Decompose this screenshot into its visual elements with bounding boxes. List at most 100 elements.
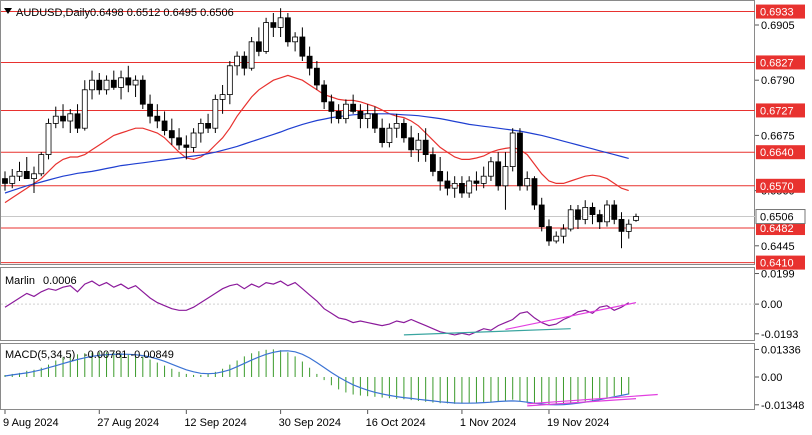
candle-body[interactable]	[342, 103, 349, 119]
candle-body[interactable]	[197, 123, 204, 134]
candle-body[interactable]	[422, 139, 429, 155]
candle-body[interactable]	[31, 173, 37, 180]
candle-body[interactable]	[190, 132, 197, 148]
candle-body[interactable]	[437, 170, 444, 182]
candle-body[interactable]	[313, 67, 320, 86]
candle-body[interactable]	[357, 111, 364, 120]
candle-body[interactable]	[306, 55, 313, 69]
candle-body[interactable]	[589, 206, 596, 215]
candle-body[interactable]	[531, 178, 538, 206]
candle-body[interactable]	[9, 175, 16, 184]
candle-body[interactable]	[60, 115, 66, 122]
candle-body[interactable]	[168, 130, 175, 139]
candle-body[interactable]	[270, 22, 277, 28]
x-tick-label: 12 Sep 2024	[184, 417, 246, 429]
candle-body[interactable]	[401, 123, 407, 139]
candle-body[interactable]	[154, 115, 161, 122]
candle-body[interactable]	[219, 94, 226, 100]
candle-body[interactable]	[299, 36, 306, 57]
candle-body[interactable]	[633, 216, 639, 221]
candle-body[interactable]	[67, 113, 74, 122]
candle-body[interactable]	[103, 79, 110, 91]
candle-body[interactable]	[430, 154, 436, 172]
candle-body[interactable]	[451, 182, 458, 189]
candle-body[interactable]	[538, 204, 545, 228]
candle-body[interactable]	[473, 180, 480, 184]
candle-body[interactable]	[495, 161, 502, 187]
candle-body[interactable]	[284, 17, 291, 43]
candle-body[interactable]	[582, 206, 589, 220]
candle-body[interactable]	[618, 218, 625, 232]
candle-body[interactable]	[38, 154, 45, 175]
candle-body[interactable]	[23, 170, 30, 179]
candle-body[interactable]	[415, 139, 422, 151]
candle-body[interactable]	[408, 137, 415, 151]
candle-body[interactable]	[292, 36, 299, 43]
candle-body[interactable]	[45, 123, 52, 156]
y-tick-label: 0.6445	[761, 241, 795, 253]
candle-body[interactable]	[567, 209, 574, 230]
candle-body[interactable]	[546, 226, 552, 242]
candle-body[interactable]	[255, 41, 262, 52]
candle-body[interactable]	[466, 180, 473, 194]
candle-body[interactable]	[2, 178, 8, 184]
candle-body[interactable]	[488, 161, 494, 177]
candle-body[interactable]	[524, 178, 531, 187]
candle-body[interactable]	[161, 120, 168, 131]
candle-body[interactable]	[393, 123, 400, 129]
candle-body[interactable]	[560, 228, 567, 237]
candle-body[interactable]	[176, 137, 182, 146]
marlin-line	[4, 280, 630, 336]
candle-body[interactable]	[16, 170, 23, 177]
candle-body[interactable]	[364, 113, 371, 120]
candle-body[interactable]	[625, 223, 632, 232]
y-tick-label: 0.6675	[761, 130, 795, 142]
candle-body[interactable]	[444, 180, 451, 189]
candle-body[interactable]	[52, 115, 59, 124]
candle-body[interactable]	[89, 79, 95, 91]
candle-body[interactable]	[110, 79, 117, 88]
candle-body[interactable]	[96, 79, 103, 91]
candle-body[interactable]	[335, 111, 342, 120]
y-tick-label: 0.6790	[761, 75, 795, 87]
candle-body[interactable]	[517, 132, 523, 187]
candle-body[interactable]	[480, 175, 487, 184]
candle-body[interactable]	[248, 41, 255, 69]
candle-body[interactable]	[596, 214, 603, 223]
price-pane[interactable]	[0, 0, 755, 265]
candle-body[interactable]	[226, 65, 233, 96]
candle-body[interactable]	[183, 144, 190, 148]
candle-body[interactable]	[147, 103, 153, 117]
candle-body[interactable]	[575, 209, 581, 220]
candle-body[interactable]	[350, 103, 357, 112]
level-tag-label: 0.6482	[760, 223, 794, 235]
candle-body[interactable]	[459, 182, 465, 194]
candle-body[interactable]	[212, 99, 219, 129]
collapse-triangle-icon[interactable]	[4, 8, 12, 14]
candle-body[interactable]	[277, 17, 284, 28]
candle-body[interactable]	[611, 204, 618, 220]
candle-body[interactable]	[74, 113, 81, 129]
candle-body[interactable]	[502, 166, 509, 187]
candle-body[interactable]	[604, 204, 610, 223]
y-tick-label: 0.0199	[761, 269, 795, 281]
candle-body[interactable]	[139, 79, 146, 105]
candle-body[interactable]	[386, 127, 393, 143]
candle-body[interactable]	[241, 55, 248, 69]
candle-body[interactable]	[379, 127, 386, 143]
candle-body[interactable]	[321, 84, 328, 103]
level-tag	[756, 178, 805, 193]
candle-body[interactable]	[553, 235, 560, 242]
candle-body[interactable]	[132, 79, 139, 86]
candle-body[interactable]	[81, 89, 88, 129]
candle-body[interactable]	[263, 22, 270, 52]
candle-body[interactable]	[371, 113, 378, 129]
candle-body[interactable]	[125, 77, 132, 86]
candle-body[interactable]	[234, 55, 240, 67]
candle-body[interactable]	[118, 77, 124, 88]
candle-body[interactable]	[328, 101, 335, 112]
candle-body[interactable]	[509, 132, 516, 167]
candle-body[interactable]	[205, 123, 211, 129]
level-tag-label: 0.6727	[760, 105, 794, 117]
